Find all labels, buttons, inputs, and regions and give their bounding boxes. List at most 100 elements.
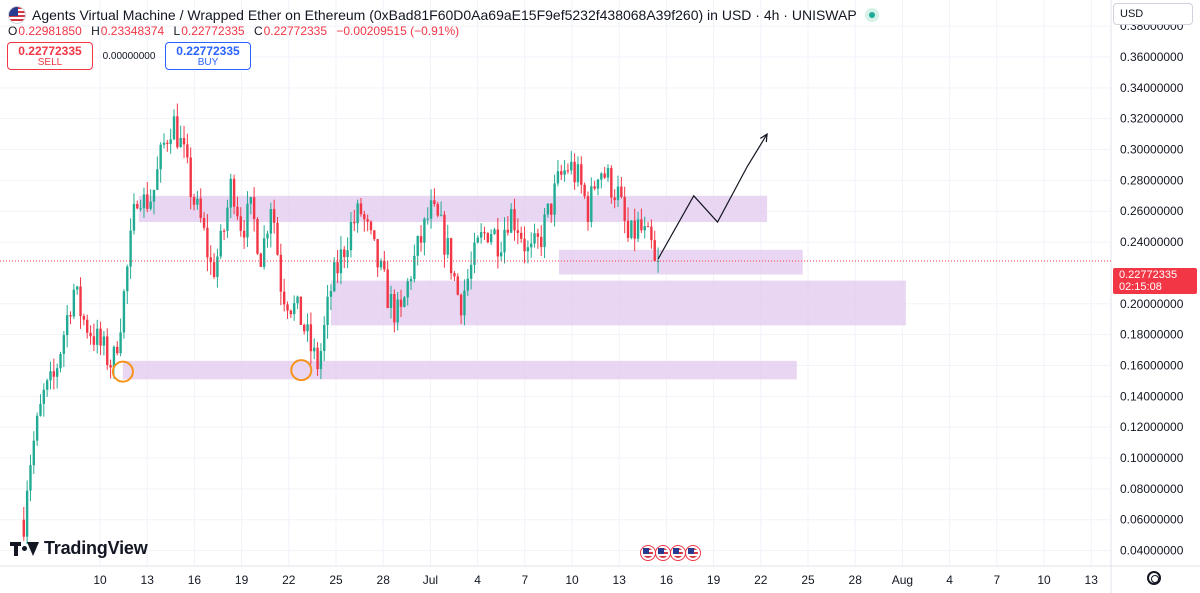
currency-select[interactable]: USD (1113, 3, 1193, 25)
candle-body (79, 286, 82, 317)
buy-price: 0.22772335 (176, 44, 240, 58)
candle-body (483, 232, 486, 234)
time-tick-label: 10 (565, 573, 579, 587)
candle-body (636, 219, 640, 239)
candle-body (513, 209, 516, 231)
us-flag-icon (8, 6, 26, 24)
candle-body (32, 440, 36, 466)
candle-body (169, 139, 172, 145)
candle-body (353, 221, 356, 224)
candle-body (436, 204, 439, 216)
candle-body (262, 238, 266, 267)
candle-body (383, 260, 386, 270)
change-value: −0.00209515 (−0.91%) (336, 24, 460, 38)
candle-body (303, 324, 306, 332)
candle-body (399, 299, 403, 307)
us-flag-icon[interactable] (670, 545, 686, 561)
candle-body (536, 233, 540, 237)
low-label: L (173, 24, 181, 38)
candle-body (69, 315, 72, 317)
candle-body (620, 186, 623, 197)
candle-body (379, 260, 383, 268)
candle-body (486, 233, 490, 243)
price-tick-label: 0.34000000 (1120, 81, 1184, 95)
candle-body (416, 236, 419, 256)
candle-body (543, 214, 546, 248)
candle-body (242, 230, 246, 238)
candle-body (530, 243, 533, 248)
candle-body (369, 221, 373, 231)
projection-path (657, 133, 768, 260)
time-tick-label: 10 (1037, 573, 1051, 587)
candle-body (540, 236, 543, 248)
candle-body (586, 196, 590, 222)
candle-body (576, 164, 580, 183)
time-tick-label: 28 (849, 573, 863, 587)
candle-body (296, 296, 299, 304)
candle-body (239, 216, 242, 231)
sell-button[interactable]: 0.22772335 SELL (7, 42, 93, 70)
time-tick-label: 4 (946, 573, 953, 587)
candle-body (366, 219, 369, 222)
candle-body (102, 336, 106, 346)
candle-body (523, 238, 526, 252)
candle-body (323, 324, 326, 352)
highlight-circle (111, 360, 134, 383)
time-tick-label: 7 (521, 573, 528, 587)
candle-body (99, 328, 102, 346)
candle-body (336, 262, 339, 274)
price-tick-label: 0.08000000 (1120, 482, 1184, 496)
time-tick-label: 4 (474, 573, 481, 587)
candle-body (206, 227, 209, 258)
us-flag-icon[interactable] (685, 545, 701, 561)
time-tick-label: 10 (93, 573, 107, 587)
candle-body (343, 249, 346, 258)
candle-body (646, 226, 650, 228)
candle-body (419, 236, 423, 243)
buy-button[interactable]: 0.22772335 BUY (165, 42, 251, 70)
market-status-icon[interactable] (864, 8, 879, 22)
candle-body (566, 170, 570, 172)
time-tick-label: 13 (1085, 573, 1099, 587)
candle-body (476, 237, 480, 243)
candle-body (409, 279, 413, 282)
candle-body (212, 262, 216, 277)
candle-body (446, 238, 449, 255)
candle-body (386, 269, 389, 309)
candle-body (222, 230, 226, 232)
candle-body (459, 294, 463, 316)
candle-body (65, 315, 69, 336)
candle-body (119, 332, 122, 354)
candle-body (106, 336, 109, 365)
time-tick-label: 19 (707, 573, 721, 587)
us-flag-icon[interactable] (640, 545, 656, 561)
candle-body (149, 201, 152, 209)
time-tick-label: Jul (423, 573, 438, 587)
symbol-title[interactable]: Agents Virtual Machine / Wrapped Ether o… (32, 7, 857, 23)
candle-body (469, 264, 473, 279)
economic-events[interactable] (640, 545, 701, 561)
candle-body (226, 207, 229, 231)
candle-body (182, 137, 186, 145)
candle-body (196, 198, 199, 205)
candle-body (276, 222, 279, 255)
candle-body (466, 278, 469, 291)
candle-body (403, 297, 406, 307)
trade-panel: 0.22772335 SELL 0.00000000 0.22772335 BU… (7, 42, 251, 70)
price-tick-label: 0.16000000 (1120, 358, 1184, 372)
candle-body (116, 346, 119, 354)
gear-icon[interactable] (1147, 571, 1161, 585)
candle-body (112, 346, 116, 368)
candle-body (126, 266, 129, 292)
us-flag-icon[interactable] (655, 545, 671, 561)
candle-body (166, 142, 169, 145)
candle-body (473, 242, 476, 265)
candle-body (526, 247, 530, 252)
candle-body (159, 144, 162, 170)
candle-body (82, 316, 86, 320)
price-tick-label: 0.12000000 (1120, 420, 1184, 434)
time-tick-label: 7 (993, 573, 1000, 587)
tradingview-logo[interactable]: TradingView (10, 538, 148, 559)
price-tick-label: 0.14000000 (1120, 389, 1184, 403)
